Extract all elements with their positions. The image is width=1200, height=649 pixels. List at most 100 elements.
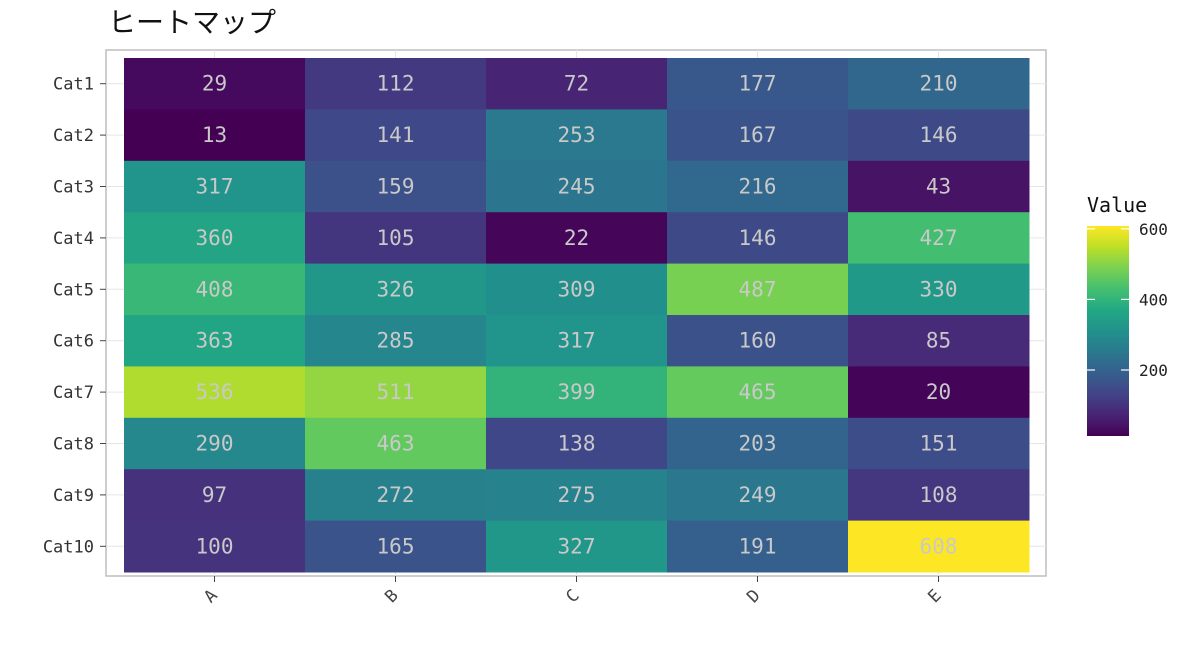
heatmap-cell <box>124 366 306 419</box>
cell-value-label: 177 <box>739 72 777 96</box>
x-tick-label: E <box>924 586 945 607</box>
heatmap-cell <box>305 58 487 110</box>
chart-title: ヒートマップ <box>108 6 276 39</box>
y-tick-label: Cat2 <box>53 126 94 146</box>
heatmap-cell <box>486 109 668 162</box>
y-tick-label: Cat6 <box>53 332 94 352</box>
cell-value-label: 465 <box>739 380 777 404</box>
cell-value-label: 249 <box>739 483 777 507</box>
heatmap-cell <box>486 469 668 522</box>
heatmap-cell <box>667 417 849 470</box>
heatmap-cell <box>124 263 306 316</box>
cell-value-label: 317 <box>196 175 234 199</box>
heatmap-cell <box>124 212 306 265</box>
cell-value-label: 146 <box>920 123 958 147</box>
cell-value-label: 363 <box>196 329 234 353</box>
cell-value-label: 330 <box>920 277 958 301</box>
cell-value-label: 326 <box>377 277 415 301</box>
cell-value-label: 399 <box>558 380 596 404</box>
cell-value-label: 20 <box>926 380 951 404</box>
x-tick-label: B <box>381 586 402 607</box>
heatmap-cell <box>124 160 306 213</box>
cell-value-label: 210 <box>920 72 958 96</box>
heatmap-cell <box>305 417 487 470</box>
heatmap-cell <box>667 212 849 265</box>
y-tick-label: Cat7 <box>53 383 94 403</box>
heatmap-cell <box>486 263 668 316</box>
heatmap-cell <box>848 469 1030 522</box>
heatmap-cell <box>848 520 1030 573</box>
cell-value-label: 29 <box>202 72 227 96</box>
cell-value-label: 608 <box>920 534 958 558</box>
heatmap-cell <box>667 263 849 316</box>
heatmap-cell <box>848 212 1030 265</box>
heatmap-cell <box>486 212 668 265</box>
heatmap-cell <box>305 160 487 213</box>
heatmap-cell <box>305 366 487 419</box>
cell-value-label: 151 <box>920 432 958 456</box>
cell-value-label: 511 <box>377 380 415 404</box>
heatmap-cell <box>305 469 487 522</box>
heatmap-cell <box>667 58 849 110</box>
cell-value-label: 22 <box>564 226 589 250</box>
legend-colorbar <box>1087 226 1129 436</box>
heatmap-cell <box>848 109 1030 162</box>
cell-value-label: 285 <box>377 329 415 353</box>
cell-value-label: 165 <box>377 534 415 558</box>
cell-value-label: 216 <box>739 175 777 199</box>
heatmap-cell <box>486 160 668 213</box>
cell-value-label: 317 <box>558 329 596 353</box>
cell-value-label: 146 <box>739 226 777 250</box>
heatmap-cell <box>486 520 668 573</box>
plot-area: 29 112 72 177 210 13 141 253 167 146 317 159 245 216 4… <box>43 49 1047 607</box>
heatmap-cell <box>848 315 1030 367</box>
y-tick-label: Cat3 <box>53 178 94 198</box>
x-tick-label: D <box>743 586 764 607</box>
y-tick-label: Cat9 <box>53 486 94 506</box>
heatmap-cell <box>124 469 306 522</box>
cell-value-label: 72 <box>564 72 589 96</box>
heatmap-cell <box>124 58 306 110</box>
y-tick-label: Cat1 <box>53 75 94 95</box>
y-tick-label: Cat10 <box>43 537 94 557</box>
heatmap-cell <box>667 469 849 522</box>
cell-value-label: 97 <box>202 483 227 507</box>
cell-value-label: 272 <box>377 483 415 507</box>
heatmap-cell <box>124 520 306 573</box>
legend-tick-label: 600 <box>1139 220 1168 239</box>
legend-tick-label: 400 <box>1139 290 1168 309</box>
cell-value-label: 85 <box>926 329 951 353</box>
cell-value-label: 13 <box>202 123 227 147</box>
cell-value-label: 290 <box>196 432 234 456</box>
legend-tick-label: 200 <box>1139 361 1168 380</box>
cell-value-label: 253 <box>558 123 596 147</box>
heatmap-cell <box>124 315 306 367</box>
cell-value-label: 100 <box>196 534 234 558</box>
cell-value-label: 360 <box>196 226 234 250</box>
heatmap-cell <box>486 315 668 367</box>
cell-value-label: 159 <box>377 175 415 199</box>
heatmap-cell <box>124 109 306 162</box>
legend-title: Value <box>1087 193 1147 217</box>
cell-value-label: 138 <box>558 432 596 456</box>
heatmap-cell <box>667 315 849 367</box>
cell-value-label: 141 <box>377 123 415 147</box>
heatmap-cell <box>305 212 487 265</box>
cell-value-label: 487 <box>739 277 777 301</box>
heatmap-cell <box>305 109 487 162</box>
heatmap-cell <box>848 366 1030 419</box>
heatmap-cell <box>305 520 487 573</box>
y-tick-label: Cat8 <box>53 435 94 455</box>
heatmap-cell <box>667 520 849 573</box>
heatmap-cell <box>848 263 1030 316</box>
cell-value-label: 191 <box>739 534 777 558</box>
cell-value-label: 245 <box>558 175 596 199</box>
cell-value-label: 160 <box>739 329 777 353</box>
cell-value-label: 536 <box>196 380 234 404</box>
legend: Value 200 400 600 <box>1087 193 1168 436</box>
heatmap-cell <box>305 263 487 316</box>
cell-value-label: 43 <box>926 175 951 199</box>
x-tick-label: A <box>200 586 221 607</box>
heatmap-cell <box>486 366 668 419</box>
